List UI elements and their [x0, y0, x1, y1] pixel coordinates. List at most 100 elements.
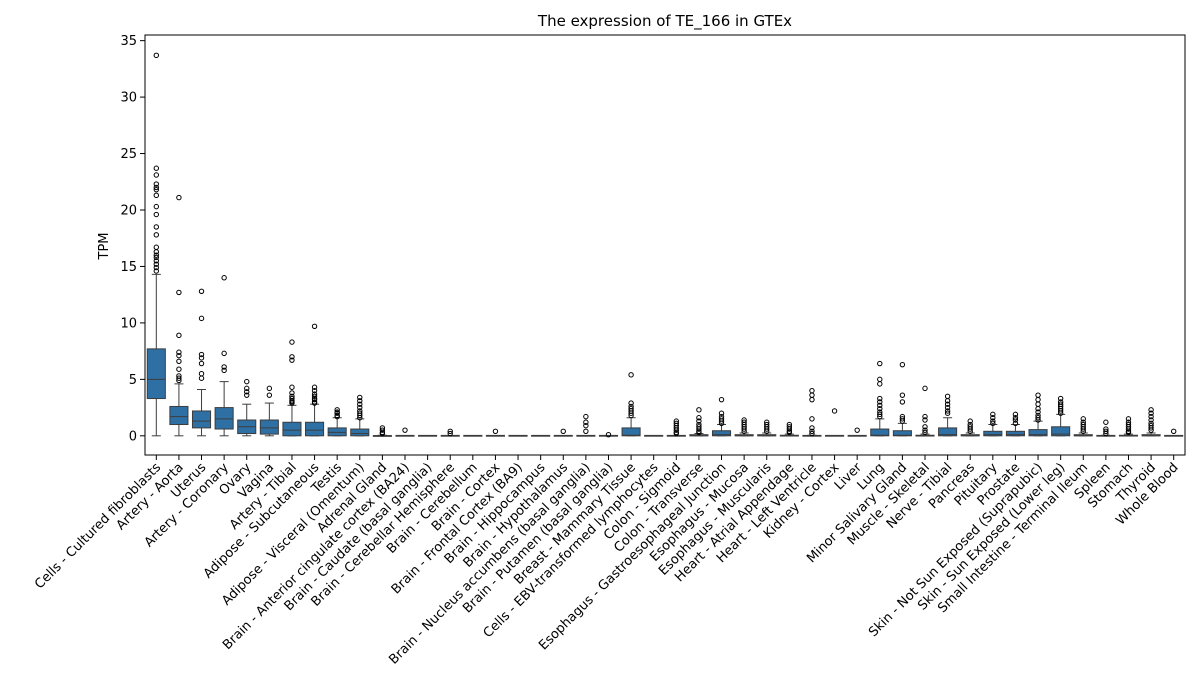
box-group [259, 385, 279, 437]
outlier-point [673, 427, 680, 433]
box-iqr [305, 421, 325, 437]
outlier-point [944, 401, 951, 407]
outlier-point [718, 420, 725, 427]
outlier-point [198, 375, 205, 381]
box-group [960, 418, 980, 437]
outlier-point [967, 418, 973, 424]
outlier-point [877, 381, 883, 387]
box-group [1051, 395, 1071, 437]
outlier-point [379, 427, 386, 433]
outlier-point [877, 402, 883, 409]
outlier-point [831, 408, 838, 414]
outlier-point [944, 398, 951, 404]
outlier-point [922, 417, 928, 423]
outlier-point [1103, 419, 1109, 425]
outlier-point [311, 393, 318, 399]
outlier-point [153, 172, 160, 178]
outlier-point [877, 406, 883, 412]
outlier-point [718, 396, 725, 403]
outlier-point [809, 425, 815, 431]
outlier-point [176, 194, 182, 201]
outlier-point [334, 410, 340, 416]
box-group [1028, 392, 1048, 437]
outlier-point [718, 410, 725, 416]
outlier-point [198, 288, 205, 294]
box-iqr [214, 407, 234, 430]
box-group [802, 387, 822, 437]
outlier-point [153, 252, 160, 258]
outlier-point [176, 358, 182, 364]
outlier-point [764, 426, 770, 432]
outlier-point [447, 430, 453, 437]
outlier-point [198, 360, 205, 367]
box-group [825, 408, 845, 437]
outlier-point [628, 400, 634, 406]
outlier-point [153, 186, 160, 193]
y-tick-label: 15 [120, 260, 137, 275]
outlier-point [696, 415, 702, 421]
outlier-point [583, 413, 589, 420]
outlier-point [334, 407, 340, 413]
outlier-point [967, 426, 973, 432]
outlier-point [153, 181, 160, 187]
outlier-point [922, 424, 928, 430]
y-tick-label: 0 [129, 429, 137, 444]
outlier-point [289, 357, 295, 363]
outlier-point [1148, 417, 1154, 423]
outlier-point [899, 392, 906, 398]
outlier-point [357, 398, 363, 404]
box-group [666, 418, 686, 437]
outlier-point [176, 332, 182, 339]
box-iqr [191, 410, 212, 429]
outlier-point [176, 375, 182, 381]
outlier-point [944, 393, 951, 399]
box-iqr [870, 428, 890, 437]
box-group [327, 407, 347, 437]
outlier-point [176, 366, 182, 372]
outlier-point [899, 416, 906, 422]
box-group [1096, 419, 1116, 437]
outlier-point [741, 426, 747, 432]
outlier-point [221, 364, 227, 370]
outlier-point [379, 430, 386, 437]
outlier-point [809, 392, 815, 398]
outlier-point [1035, 396, 1041, 403]
y-tick-label: 20 [120, 204, 137, 219]
outlier-point [809, 430, 815, 437]
box-group [689, 407, 709, 437]
outlier-point [1080, 426, 1086, 432]
plot-frame [144, 34, 1186, 456]
box-group [395, 427, 415, 437]
outlier-point [1080, 428, 1086, 434]
box-group [711, 396, 732, 437]
outlier-point [176, 377, 182, 384]
box-group [440, 428, 460, 437]
outlier-point [696, 429, 702, 436]
box-group [644, 434, 664, 437]
outlier-point [357, 412, 363, 419]
outlier-point [153, 258, 160, 264]
box-group [870, 360, 890, 437]
outlier-point [1035, 401, 1041, 407]
outlier-point [1012, 411, 1019, 418]
box-iqr [259, 419, 279, 435]
box-series [146, 52, 1184, 438]
y-tick-label: 5 [129, 373, 137, 388]
box-group [485, 428, 505, 437]
outlier-point [628, 372, 634, 378]
box-group [191, 288, 212, 437]
outlier-point [944, 404, 951, 411]
box-group [598, 431, 619, 438]
outlier-point [153, 165, 160, 171]
box-group [146, 52, 166, 437]
outlier-point [944, 410, 951, 416]
box-group [553, 428, 573, 437]
outlier-point [922, 427, 928, 433]
box-iqr [1028, 429, 1048, 437]
outlier-point [244, 378, 250, 385]
box-group [847, 427, 867, 437]
outlier-point [176, 352, 182, 359]
outlier-point [1035, 417, 1041, 423]
outlier-point [153, 232, 160, 238]
